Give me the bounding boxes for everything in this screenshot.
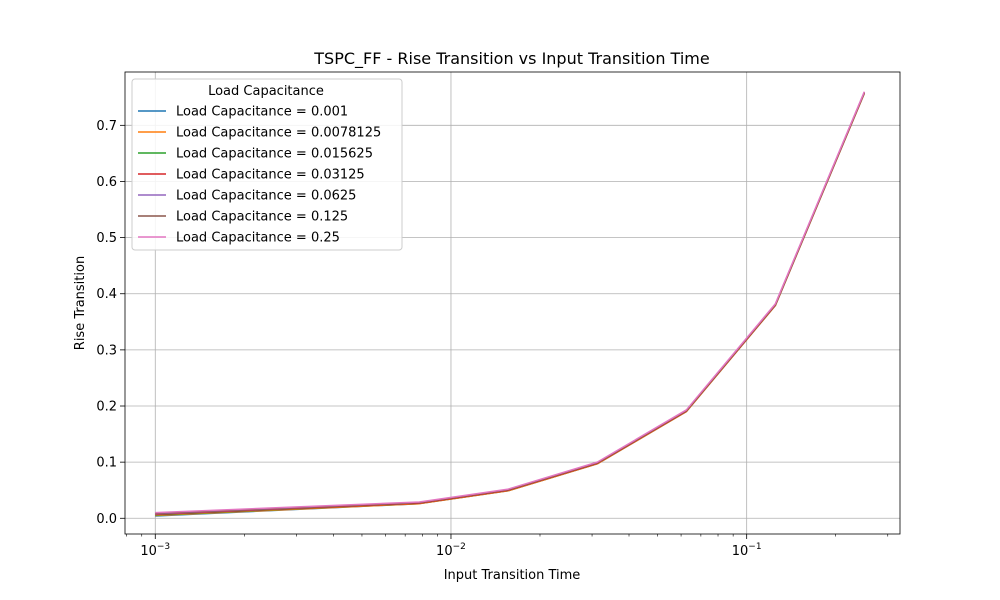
series-line-6 [155, 91, 866, 514]
legend-label: Load Capacitance = 0.015625 [176, 147, 373, 162]
y-tick-label: 0.3 [96, 343, 117, 358]
x-axis-label: Input Transition Time [444, 568, 581, 583]
x-tick-label: 10−2 [436, 542, 466, 559]
legend-items: Load Capacitance = 0.001 Load Capacitance… [138, 105, 381, 246]
y-axis-label: Rise Transition [73, 256, 88, 350]
y-tick-label: 0.7 [96, 119, 117, 134]
series-lines [155, 91, 866, 517]
x-tick-label: 10−3 [140, 542, 170, 559]
legend-label: Load Capacitance = 0.001 [176, 105, 348, 120]
legend-box [131, 78, 403, 251]
y-tick-label: 0.4 [96, 287, 117, 302]
chart-title: TSPC_FF - Rise Transition vs Input Trans… [313, 49, 709, 69]
y-tick-label: 0.6 [96, 175, 117, 190]
y-tick-label: 0.0 [96, 512, 117, 527]
legend-label: Load Capacitance = 0.0625 [176, 189, 356, 204]
y-axis-ticks: 0.0 0.1 0.2 0.3 0.4 0.5 0.6 0.7 [96, 119, 125, 527]
legend-label: Load Capacitance = 0.0078125 [176, 126, 381, 141]
x-axis-ticks: 10−3 10−2 10−1 [126, 534, 889, 559]
plot-frame [124, 71, 901, 535]
legend-label: Load Capacitance = 0.25 [176, 231, 340, 246]
x-tick-label: 10−1 [732, 542, 762, 559]
legend-label: Load Capacitance = 0.03125 [176, 168, 365, 183]
legend-label: Load Capacitance = 0.125 [176, 210, 348, 225]
y-tick-label: 0.1 [96, 456, 117, 471]
y-tick-label: 0.2 [96, 400, 117, 415]
y-tick-label: 0.5 [96, 231, 117, 246]
legend: Load Capacitance Load Capacitance = 0.00… [131, 78, 403, 251]
grid [125, 72, 900, 534]
legend-title: Load Capacitance [208, 84, 324, 99]
